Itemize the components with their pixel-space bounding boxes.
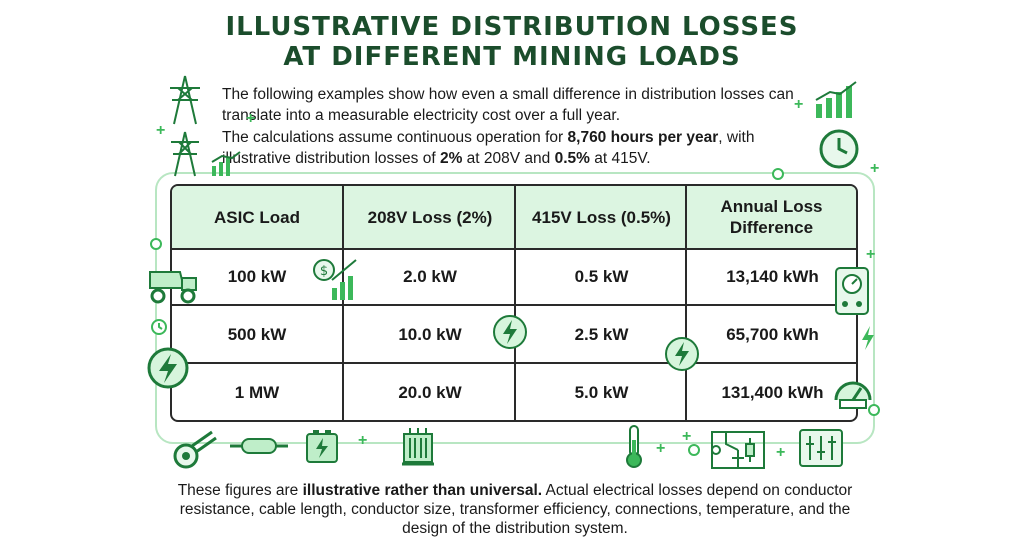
mining-truck-icon (149, 271, 197, 304)
transformer-icon (402, 428, 434, 466)
gauge-icon (834, 381, 872, 409)
intro-text-part: , with illustrative distribution losses … (222, 129, 755, 167)
plus-icon: + (246, 110, 256, 127)
battery-icon (306, 430, 338, 463)
clock-icon (819, 129, 859, 169)
cell-annual-difference: 65,700 kWh (685, 306, 856, 362)
lightning-icon (862, 326, 874, 350)
plus-icon: + (682, 428, 692, 445)
lightning-icon (147, 347, 189, 389)
footer-note: These figures are illustrative rather th… (170, 481, 860, 538)
header-208v-loss: 208V Loss (2%) (342, 186, 516, 248)
panel-icon (799, 429, 843, 467)
node-dot (150, 238, 162, 250)
header-asic-load: ASIC Load (214, 207, 300, 227)
table-header: ASIC Load 208V Loss (2%) 415V Loss (0.5%… (172, 186, 856, 250)
table-row: 1 MW 20.0 kW 5.0 kW 131,400 kWh (172, 364, 856, 420)
cell-asic-load: 500 kW (227, 324, 287, 344)
money-growth-icon: $ (313, 259, 357, 300)
hours-highlight: 8,760 hours per year (567, 129, 719, 146)
table-row: 500 kW 10.0 kW 2.5 kW 65,700 kWh (172, 306, 856, 364)
intro-paragraph-2: The calculations assume continuous opera… (222, 127, 822, 169)
circuit-icon (711, 431, 765, 469)
cell-asic-load: 1 MW (234, 382, 280, 402)
bar-chart-icon (815, 81, 857, 118)
loss-table: ASIC Load 208V Loss (2%) 415V Loss (0.5%… (170, 184, 858, 422)
intro-text-part: The calculations assume continuous opera… (222, 129, 568, 146)
header-annual-difference: Annual Loss Difference (685, 186, 856, 248)
cable-icon (173, 430, 217, 469)
cell-208v-loss: 10.0 kW (342, 306, 516, 362)
plus-icon: + (156, 122, 166, 139)
bar-chart-icon (211, 151, 241, 176)
cell-208v-loss: 20.0 kW (342, 364, 516, 420)
cell-415v-loss: 2.5 kW (514, 306, 687, 362)
footer-highlight: illustrative rather than universal. (302, 482, 543, 499)
plus-icon: + (358, 432, 368, 449)
plus-icon: + (866, 246, 876, 263)
intro-text-part: at 208V and (462, 150, 555, 167)
transmission-tower-icon (170, 75, 200, 125)
decorative-frame (155, 172, 875, 444)
cell-208v-loss: 2.0 kW (342, 248, 516, 304)
table-row: 100 kW 2.0 kW 0.5 kW 13,140 kWh (172, 248, 856, 306)
cell-415v-loss: 5.0 kW (514, 364, 687, 420)
title-line-2: AT DIFFERENT MINING LOADS (283, 42, 741, 72)
fuse-icon (230, 438, 288, 454)
svg-text:$: $ (320, 264, 328, 279)
intro-paragraph-1: The following examples show how even a s… (222, 86, 794, 124)
plus-icon: + (870, 160, 880, 177)
lightning-icon (493, 315, 527, 349)
cell-annual-difference: 13,140 kWh (685, 248, 856, 304)
title-line-1: ILLUSTRATIVE DISTRIBUTION LOSSES (225, 12, 799, 42)
node-dot (688, 444, 700, 456)
intro-text-part: at 415V. (589, 150, 651, 167)
footer-text-part: Actual electrical losses depend on condu… (179, 482, 853, 537)
thermometer-icon (626, 425, 642, 468)
plus-icon: + (656, 440, 666, 457)
intro-text: The following examples show how even a s… (222, 84, 822, 170)
cell-415v-loss: 0.5 kW (514, 248, 687, 304)
cell-asic-load: 100 kW (227, 266, 287, 286)
lightning-icon (665, 337, 699, 371)
node-dot (868, 404, 880, 416)
cell-annual-difference: 131,400 kWh (685, 364, 856, 420)
loss-208-highlight: 2% (439, 150, 463, 167)
header-415v-loss: 415V Loss (0.5%) (514, 186, 687, 248)
plus-icon: + (776, 444, 786, 461)
transmission-tower-icon (171, 131, 199, 177)
node-dot (772, 168, 784, 180)
footer-text-part: These figures are (177, 482, 303, 499)
clock-icon (151, 319, 167, 335)
loss-415-highlight: 0.5% (554, 150, 590, 167)
plus-icon: + (794, 96, 804, 113)
meter-icon (835, 267, 869, 315)
